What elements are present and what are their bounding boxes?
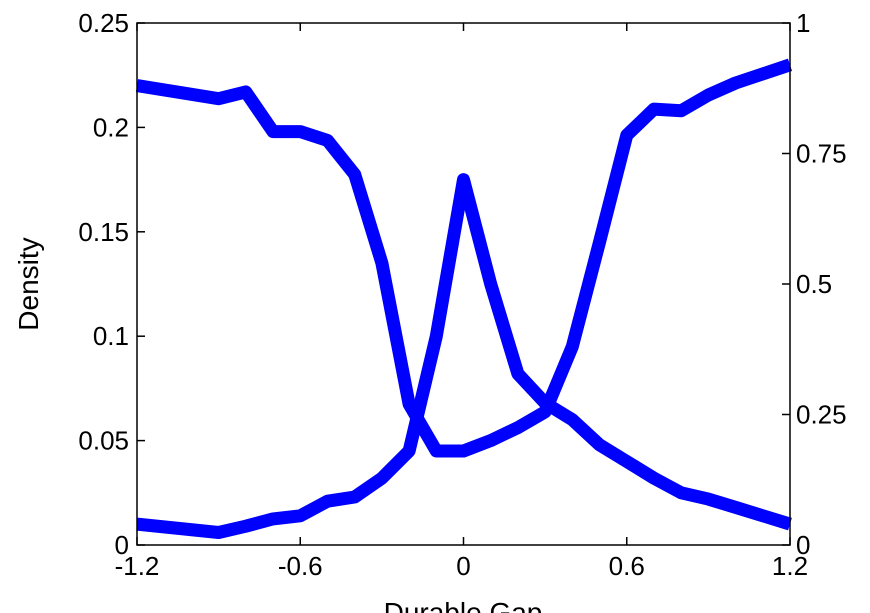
y-axis-label: Density (13, 237, 44, 330)
y-ticks: 0 0.05 0.1 0.15 0.2 0.25 (78, 8, 145, 560)
y2-tick-label: 0 (796, 530, 810, 560)
y2-tick-label: 0.5 (796, 269, 832, 299)
x-tick-label: -1.2 (115, 551, 160, 581)
x-tick-label: 0 (456, 551, 470, 581)
y2-ticks: 0 0.25 0.5 0.75 1 (782, 8, 847, 560)
y2-tick-label: 1 (796, 8, 810, 38)
x-tick-label: 0.6 (609, 551, 645, 581)
y2-tick-label: 0.25 (796, 400, 847, 430)
x-axis-label: Durable Gap (384, 597, 543, 613)
x-ticks: -1.2 -0.6 0 0.6 1.2 (115, 23, 808, 581)
y-tick-label: 0.15 (78, 217, 129, 247)
y-tick-label: 0.05 (78, 426, 129, 456)
y-tick-label: 0.25 (78, 8, 129, 38)
y-tick-label: 0 (115, 530, 129, 560)
y-tick-label: 0.2 (93, 112, 129, 142)
series-layer (135, 58, 793, 539)
series-line-1 (136, 173, 792, 539)
y-tick-label: 0.1 (93, 321, 129, 351)
x-tick-label: 1.2 (772, 551, 808, 581)
x-tick-label: -0.6 (278, 551, 323, 581)
y2-tick-label: 0.75 (796, 139, 847, 169)
series-line-2 (135, 58, 793, 458)
